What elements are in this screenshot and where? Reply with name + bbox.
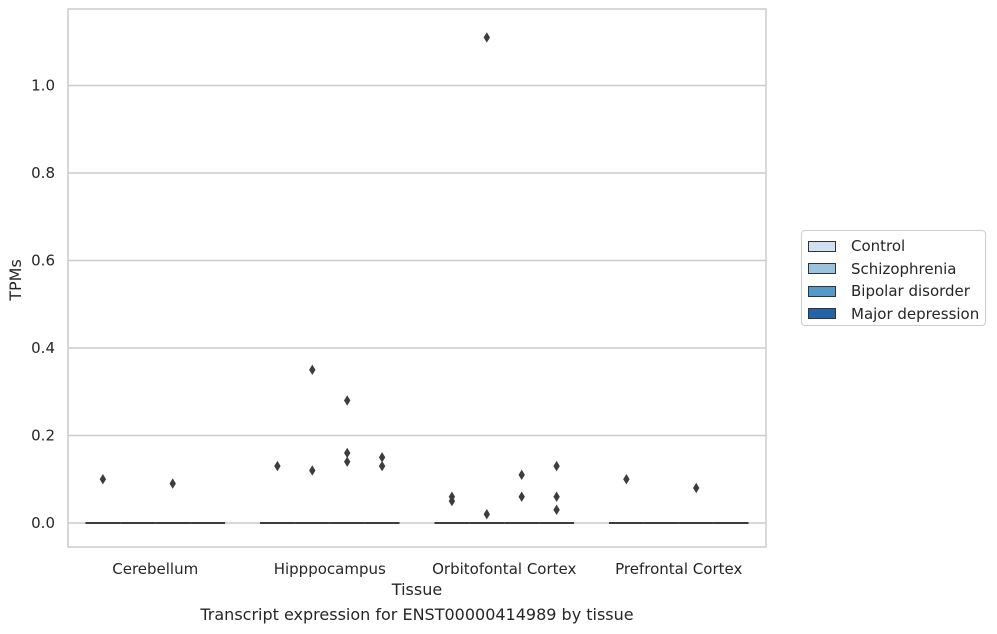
x-tick-label: Orbitofontal Cortex — [432, 560, 576, 578]
x-tick-label: Cerebellum — [112, 560, 198, 578]
outlier-point — [483, 508, 490, 520]
outlier-point — [344, 395, 351, 406]
outlier-point — [344, 447, 351, 459]
y-tick-label: 1.0 — [31, 77, 55, 95]
outlier-point — [99, 474, 107, 485]
legend-item: Schizophrenia — [808, 258, 985, 281]
legend-label: Control — [851, 237, 906, 256]
y-tick-label: 0.6 — [31, 252, 55, 270]
outlier-point — [274, 460, 281, 472]
outlier-point — [378, 460, 386, 472]
outlier-point — [553, 460, 560, 472]
y-tick-labels: 0.0 0.2 0.4 0.6 0.8 1.0 — [31, 77, 55, 532]
legend-item: Bipolar disorder — [808, 280, 985, 303]
y-tick-label: 0.4 — [31, 339, 55, 357]
y-tick-label: 0.0 — [31, 514, 55, 532]
x-axis-label: Tissue — [391, 580, 442, 599]
outlier-point — [448, 495, 456, 507]
legend-swatch — [808, 308, 836, 320]
outlier-point — [518, 469, 525, 481]
plot-area — [67, 8, 767, 548]
outlier-point — [518, 491, 525, 502]
outlier-point — [378, 452, 386, 463]
x-tick-labels: Cerebellum Hipppocampus Orbitofontal Corte… — [112, 560, 742, 578]
chart-caption: Transcript expression for ENST0000041498… — [200, 605, 634, 624]
legend: Control Schizophrenia Bipolar disorder Majo… — [801, 230, 986, 326]
legend-label: Major depression — [851, 304, 980, 323]
legend-label: Schizophrenia — [851, 259, 957, 278]
legend-label: Bipolar disorder — [851, 282, 970, 301]
outlier-point — [344, 456, 351, 467]
outlier-point — [483, 32, 490, 43]
outlier-point — [309, 364, 316, 376]
legend-swatch — [808, 285, 836, 297]
y-tick-label: 0.2 — [31, 426, 55, 444]
outlier-points — [99, 32, 700, 520]
legend-swatch — [808, 263, 836, 275]
x-tick-label: Prefrontal Cortex — [615, 560, 742, 578]
legend-swatch — [808, 240, 836, 252]
outlier-point — [309, 465, 316, 476]
legend-item: Major depression — [808, 303, 985, 326]
outlier-point — [553, 504, 560, 516]
legend-item: Control — [808, 235, 985, 258]
outlier-point — [553, 491, 560, 502]
outlier-point — [169, 478, 176, 489]
outlier-point — [693, 482, 700, 494]
y-axis-label: TPMs — [6, 259, 25, 302]
x-tick-label: Hipppocampus — [274, 560, 386, 578]
gridlines — [68, 84, 766, 524]
outlier-point — [623, 474, 630, 485]
y-tick-label: 0.8 — [31, 164, 55, 182]
